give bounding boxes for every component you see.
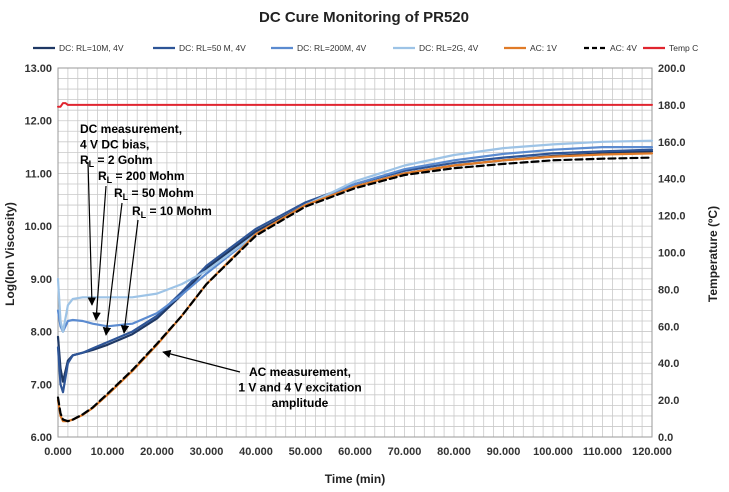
x-axis-label: Time (min) xyxy=(325,472,385,486)
annotation-text: DC measurement, xyxy=(80,122,182,136)
series-lines xyxy=(56,102,654,423)
series-line-ac-4v xyxy=(56,156,654,423)
x-tick-label: 70.000 xyxy=(388,446,422,458)
y-tick-label: 6.00 xyxy=(31,432,52,444)
y2-tick-label: 40.0 xyxy=(658,358,679,370)
legend: DC: RL=10M, 4V DC: RL=50 M, 4V DC: RL=200M… xyxy=(33,43,698,53)
x-tick-label: 60.000 xyxy=(338,446,372,458)
chart-title: DC Cure Monitoring of PR520 xyxy=(259,9,469,26)
legend-entry-label: AC: 1V xyxy=(530,43,557,53)
x-tick-label: 50.000 xyxy=(289,446,323,458)
legend-entry-label: DC: RL=200M, 4V xyxy=(297,43,367,53)
annotations: DC measurement,4 V DC bias,RL = 2 GohmRL… xyxy=(80,122,362,410)
x-tick-label: 90.000 xyxy=(487,446,521,458)
annotation-arrow xyxy=(162,349,241,373)
annotation-arrow xyxy=(92,185,107,321)
y-tick-label: 13.00 xyxy=(24,63,52,75)
y-tick-label: 7.00 xyxy=(31,379,52,391)
annotation-text: RL = 10 Mohm xyxy=(132,204,212,220)
x-tick-label: 100.000 xyxy=(533,446,573,458)
x-tick-label: 110.000 xyxy=(583,446,622,458)
annotation-text: 1 V and 4 V excitation xyxy=(238,381,361,395)
y2-tick-label: 0.0 xyxy=(658,432,673,444)
x-tick-label: 40.000 xyxy=(239,446,273,458)
x-tick-label: 30.000 xyxy=(190,446,224,458)
annotation-text: amplitude xyxy=(272,396,329,410)
axes: 0.000 10.000 20.000 30.000 40.000 50.000 60.00… xyxy=(24,63,685,458)
annotation-arrow xyxy=(102,202,123,336)
annotation-text: RL = 200 Mohm xyxy=(98,169,185,185)
y2-tick-label: 60.0 xyxy=(658,321,679,333)
annotation-text: RL = 2 Gohm xyxy=(80,153,153,169)
y-tick-label: 12.00 xyxy=(24,116,52,128)
x-tick-label: 80.000 xyxy=(437,446,471,458)
series-line-dc-rl-200m-4v xyxy=(56,146,654,333)
annotation-arrow xyxy=(120,219,139,334)
y-tick-label: 8.00 xyxy=(31,327,52,339)
y-axis-label: Log(Ion Viscosity) xyxy=(3,202,17,306)
legend-entry-label: Temp C xyxy=(669,43,698,53)
plot-frame xyxy=(57,67,653,438)
x-tick-label: 120.000 xyxy=(632,446,672,458)
annotation-arrow xyxy=(87,161,96,306)
y2-tick-label: 20.0 xyxy=(658,395,679,407)
annotation-text: RL = 50 Mohm xyxy=(114,186,194,202)
y2-tick-label: 120.0 xyxy=(658,211,686,223)
series-line-temp-c xyxy=(57,102,653,108)
y2-tick-label: 180.0 xyxy=(658,100,686,112)
annotation-text: 4 V DC bias, xyxy=(80,138,149,152)
y2-tick-label: 80.0 xyxy=(658,284,679,296)
y2-axis-label: Temperature (ºC) xyxy=(706,206,720,302)
legend-entry-label: AC: 4V xyxy=(610,43,637,53)
x-tick-label: 20.000 xyxy=(140,446,174,458)
legend-entry-label: DC: RL=50 M, 4V xyxy=(179,43,246,53)
y2-tick-label: 200.0 xyxy=(658,63,686,75)
series-line-dc-rl-2g-4v xyxy=(56,139,654,333)
y2-tick-label: 100.0 xyxy=(658,248,686,260)
legend-entry-label: DC: RL=2G, 4V xyxy=(419,43,479,53)
x-tick-label: 0.000 xyxy=(44,446,72,458)
legend-entry-label: DC: RL=10M, 4V xyxy=(59,43,124,53)
series-line-dc-rl-50-m-4v xyxy=(56,148,654,394)
y-tick-label: 9.00 xyxy=(31,274,52,286)
y2-tick-label: 140.0 xyxy=(658,174,686,186)
y-tick-label: 11.00 xyxy=(25,168,52,180)
y-tick-label: 10.00 xyxy=(24,221,52,233)
y2-tick-label: 160.0 xyxy=(658,137,686,149)
annotation-text: AC measurement, xyxy=(249,365,351,379)
x-tick-label: 10.000 xyxy=(91,446,125,458)
